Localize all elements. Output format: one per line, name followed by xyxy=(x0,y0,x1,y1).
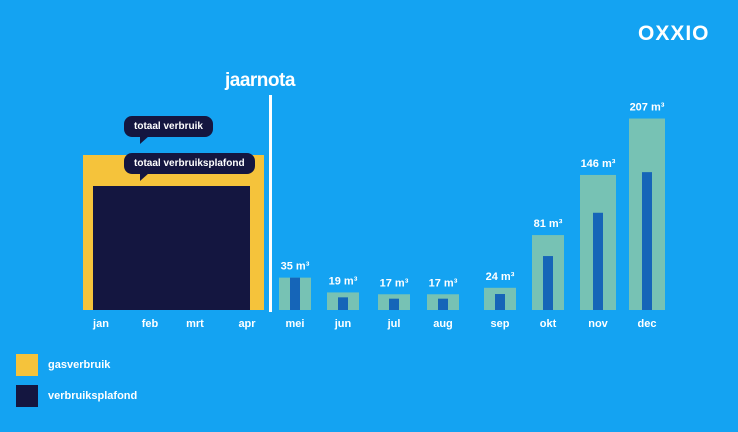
tick-label-mrt: mrt xyxy=(186,318,204,330)
bars-layer xyxy=(83,118,665,311)
legend-swatch-gasverbruik xyxy=(16,354,38,376)
legend-item-verbruiksplafond: verbruiksplafond xyxy=(16,385,137,407)
bar-inner-jun xyxy=(338,297,348,310)
annotation-totaal-verbruiksplafond: totaal verbruiksplafond xyxy=(124,153,255,181)
tick-label-dec: dec xyxy=(638,318,657,330)
value-label-aug: 17 m³ xyxy=(429,277,458,289)
legend-item-gasverbruik: gasverbruik xyxy=(16,354,110,376)
bar-inner-sep xyxy=(495,294,505,310)
legend-label: verbruiksplafond xyxy=(48,390,138,402)
tick-label-jun: jun xyxy=(334,318,352,330)
value-label-jun: 19 m³ xyxy=(329,275,358,287)
bar-combined-verbruiksplafond xyxy=(93,186,250,310)
tick-label-feb: feb xyxy=(142,318,159,330)
tick-label-jul: jul xyxy=(387,318,401,330)
bar-inner-jul xyxy=(389,298,399,310)
value-label-jul: 17 m³ xyxy=(380,277,409,289)
bar-inner-dec xyxy=(642,172,652,310)
tick-label-okt: okt xyxy=(540,318,557,330)
tick-label-mei: mei xyxy=(286,318,305,330)
tick-label-nov: nov xyxy=(588,318,608,330)
jaarnota-divider xyxy=(269,95,272,312)
value-label-okt: 81 m³ xyxy=(534,218,563,230)
tick-label-aug: aug xyxy=(433,318,453,330)
bar-inner-nov xyxy=(593,212,603,310)
legend-label: gasverbruik xyxy=(48,359,111,371)
value-label-sep: 24 m³ xyxy=(486,271,515,283)
annotation-totaal-verbruik: totaal verbruik xyxy=(124,116,213,144)
oxxio-logo: OXXIO xyxy=(638,22,710,45)
x-axis-ticks: jan feb mrt apr mei jun jul aug sep okt nov dec xyxy=(92,318,656,330)
legend-swatch-verbruiksplafond xyxy=(16,385,38,407)
bar-inner-okt xyxy=(543,256,553,310)
value-label-mei: 35 m³ xyxy=(281,261,310,273)
tick-label-sep: sep xyxy=(491,318,510,330)
tick-label-apr: apr xyxy=(238,318,256,330)
bar-inner-mei xyxy=(290,277,300,310)
value-label-nov: 146 m³ xyxy=(581,158,616,170)
chart-title: jaarnota xyxy=(225,70,295,91)
bar-inner-aug xyxy=(438,298,448,310)
value-label-dec: 207 m³ xyxy=(630,102,665,114)
value-labels-layer: 35 m³ 19 m³ 17 m³ 17 m³ 24 m³ 81 m³ 146 m³ 207 … xyxy=(281,102,665,290)
tick-label-jan: jan xyxy=(92,318,109,330)
